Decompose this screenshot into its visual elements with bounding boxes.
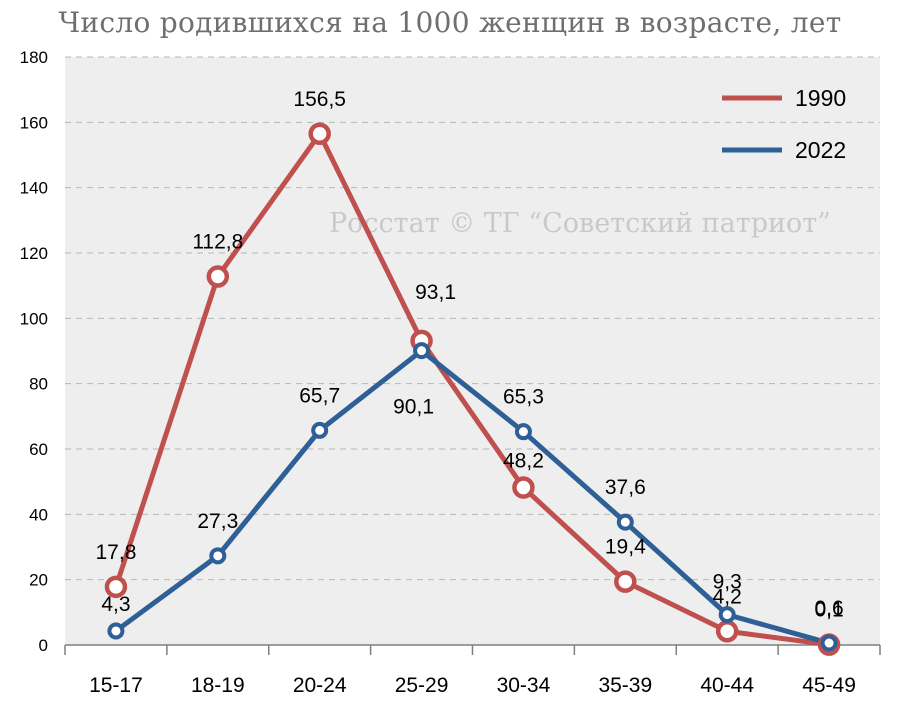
- y-tick-label: 180: [20, 48, 48, 67]
- x-axis: 15-17 18-19 20-24 25-29 30-34 35-39 40-44 45-49: [64, 644, 881, 697]
- data-point-1990: [206, 265, 230, 288]
- data-point-2022: [107, 622, 125, 640]
- data-point-2022: [514, 423, 532, 441]
- data-point-2022: [820, 634, 838, 652]
- x-tick-label: 45-49: [802, 674, 856, 697]
- series-line-1990: [113, 131, 830, 648]
- data-label-1990: 112,8: [192, 231, 243, 254]
- data-label-1990: 156,5: [293, 88, 346, 111]
- x-tick-label: 25-29: [395, 674, 449, 697]
- data-point-2022: [209, 547, 227, 565]
- y-tick-label: 60: [29, 440, 48, 459]
- x-tick-label: 30-34: [497, 674, 551, 697]
- data-label-1990: 4,2: [713, 585, 742, 608]
- x-tick-label: 35-39: [598, 674, 652, 697]
- data-label-2022: 90,1: [393, 396, 434, 419]
- legend-label-2022: 2022: [795, 137, 846, 163]
- legend-label-1990: 1990: [795, 85, 846, 111]
- y-tick-label: 160: [20, 113, 48, 132]
- y-tick-label: 100: [20, 309, 48, 328]
- data-label-2022: 37,6: [605, 476, 646, 499]
- watermark-text: Росстат © ТГ “Советский патриот”: [329, 208, 831, 239]
- plot-area: [65, 57, 880, 645]
- data-point-2022: [413, 342, 431, 360]
- data-label-2022: 65,7: [299, 384, 340, 407]
- data-label-1990: 0,1: [814, 599, 843, 622]
- data-label-2022: 0,6: [814, 597, 843, 620]
- chart-title: Число родившихся на 1000 женщин в возрас…: [58, 6, 842, 39]
- y-tick-label: 40: [29, 505, 48, 524]
- data-point-1990: [715, 620, 739, 643]
- data-label-1990: 48,2: [503, 450, 544, 473]
- x-tick-label: 20-24: [293, 674, 347, 697]
- y-axis-ticks: 0 20 40 60 80 100 120 140 160 180: [20, 48, 48, 655]
- data-label-2022: 27,3: [197, 510, 238, 533]
- y-tick-label: 80: [29, 375, 48, 394]
- x-tick-label: 18-19: [191, 674, 245, 697]
- data-point-1990: [512, 476, 535, 499]
- series-layer: [104, 122, 841, 656]
- x-tick-label: 40-44: [700, 674, 754, 697]
- y-tick-label: 140: [20, 179, 48, 198]
- y-tick-label: 120: [20, 244, 48, 263]
- legend: 1990 2022: [722, 85, 846, 163]
- series-line-2022: [114, 348, 830, 646]
- data-label-2022: 9,3: [713, 571, 742, 594]
- data-label-1990: 93,1: [415, 281, 456, 304]
- grid-lines: [65, 56, 880, 581]
- data-point-2022: [616, 513, 634, 531]
- data-label-2022: 4,3: [101, 593, 130, 616]
- y-tick-label: 0: [39, 636, 48, 655]
- data-point-2022: [718, 606, 736, 624]
- data-point-1990: [308, 122, 331, 146]
- data-label-1990: 17,8: [96, 541, 137, 564]
- x-tick-label: 15-17: [89, 674, 143, 697]
- data-point-1990: [614, 570, 637, 593]
- data-labels: 17,8 112,8 156,5 93,1 48,2 19,4 4,2 0,1 4,3 27,3 6…: [96, 88, 844, 622]
- data-point-2022: [311, 421, 329, 439]
- data-point-1990: [104, 575, 128, 599]
- y-tick-label: 20: [29, 571, 48, 590]
- data-label-2022: 65,3: [503, 386, 544, 409]
- data-label-1990: 19,4: [605, 536, 646, 559]
